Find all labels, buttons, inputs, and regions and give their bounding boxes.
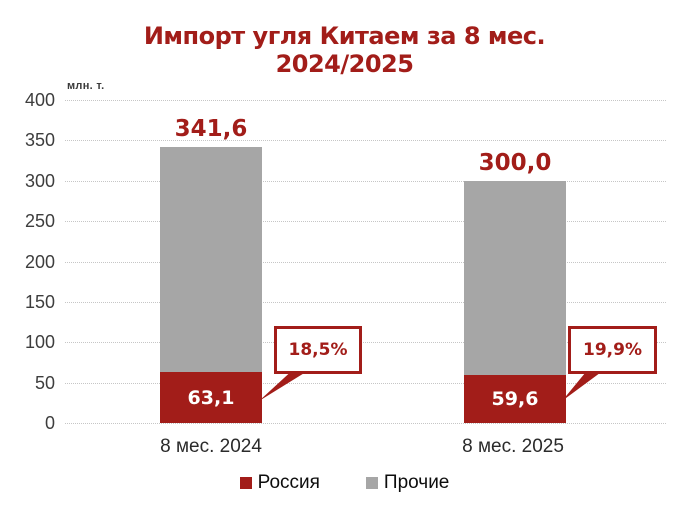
gridline: [65, 301, 666, 303]
gridline: [65, 382, 666, 384]
gridline: [65, 261, 666, 263]
gridline: [65, 100, 666, 101]
y-axis-tick-label: 350: [24, 130, 55, 151]
bar-2025-russia-value-label: 59,6: [491, 387, 539, 410]
y-axis-tick-label: 0: [44, 413, 55, 433]
chart-title-line1: Импорт угля Китаем за 8 мес.: [143, 22, 546, 50]
y-axis-tick-label: 300: [24, 170, 55, 191]
share-callout-2025: 19,9%: [568, 326, 657, 374]
y-axis-unit-label: млн. т.: [67, 80, 105, 92]
chart-title-line2: 2024/2025: [275, 50, 414, 78]
y-axis-tick-label: 100: [24, 332, 55, 353]
bar-2024-total-label: 341,6: [174, 116, 248, 143]
share-callout-2025-label: 19,9%: [583, 340, 642, 360]
gridline: [65, 140, 666, 142]
y-axis-tick-label: 50: [34, 372, 55, 393]
legend-swatch-russia: [239, 477, 252, 489]
bar-2025-other-segment: [464, 180, 566, 375]
share-callout-2024-label: 18,5%: [288, 340, 348, 360]
bar-2024-other-segment: [160, 147, 262, 373]
legend-label-russia: Россия: [257, 472, 320, 493]
y-axis-tick-label: 150: [24, 291, 55, 312]
bar-2025-russia-segment: [464, 374, 566, 423]
legend-swatch-other: [365, 477, 378, 489]
legend-item-russia: Россия: [239, 472, 320, 494]
legend: Россия Прочие: [0, 472, 689, 494]
legend-label-other: Прочие: [383, 472, 450, 493]
bar-2024-russia-value-label: 63,1: [187, 386, 235, 409]
gridline: [65, 423, 666, 424]
bar-2024-russia-segment: [160, 372, 262, 423]
bar-2025-total-label: 300,0: [478, 149, 552, 176]
x-axis-label-2025: 8 мес. 2025: [462, 436, 564, 457]
gridline: [65, 180, 666, 182]
gridline: [65, 221, 666, 223]
legend-item-other: Прочие: [365, 472, 450, 494]
y-axis-tick-label: 400: [24, 90, 55, 110]
share-callout-2024: 18,5%: [274, 326, 362, 374]
y-axis-tick-label: 250: [24, 211, 55, 232]
x-axis-label-2024: 8 мес. 2024: [160, 436, 262, 457]
y-axis-tick-label: 200: [24, 251, 55, 272]
chart-title: Импорт угля Китаем за 8 мес. 2024/2025: [0, 22, 689, 78]
gridline: [65, 342, 666, 344]
